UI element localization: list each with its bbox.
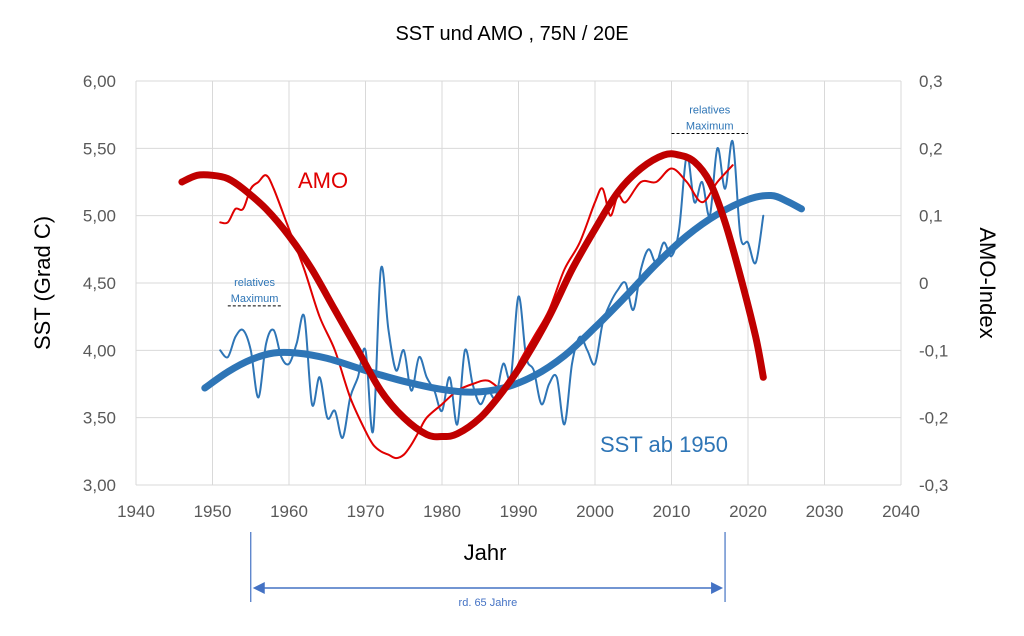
y-left-tick-label: 6,00 [83, 72, 116, 91]
y-axis-right-label: AMO-Index [975, 227, 1000, 338]
x-tick-label: 2020 [729, 502, 767, 521]
annotation-text: relatives [234, 277, 275, 289]
annotation-text: Maximum [686, 121, 734, 133]
tick-labels: 1940 1950 1960 1970 1980 1990 2000 2010 2020 2030… [83, 72, 948, 521]
annotations-layer: relatives Maximum relatives Maximum [227, 105, 748, 307]
amo-data-line [219, 164, 734, 460]
series-layer [178, 140, 805, 460]
y-right-tick-label: 0,1 [919, 207, 943, 226]
y-axis-left-label: SST (Grad C) [30, 216, 55, 350]
x-tick-label: 2030 [806, 502, 844, 521]
y-left-tick-label: 4,50 [83, 274, 116, 293]
x-tick-label: 1940 [117, 502, 155, 521]
x-tick-label: 2040 [882, 502, 920, 521]
y-left-tick-label: 5,00 [83, 207, 116, 226]
amo-trend-line [178, 150, 767, 441]
period-span: rd. 65 Jahre [250, 532, 726, 609]
y-right-tick-label: 0 [919, 274, 928, 293]
span-arrow-head-left [252, 582, 265, 594]
x-tick-label: 1980 [423, 502, 461, 521]
span-label: rd. 65 Jahre [459, 597, 518, 609]
y-right-tick-label: 0,3 [919, 72, 943, 91]
y-right-tick-label: -0,1 [919, 341, 948, 360]
y-left-tick-label: 4,00 [83, 341, 116, 360]
chart-title: SST und AMO , 75N / 20E [395, 23, 628, 45]
y-right-tick-label: 0,2 [919, 139, 943, 158]
x-axis-label: Jahr [464, 540, 507, 565]
y-right-tick-label: -0,2 [919, 409, 948, 428]
annotation-text: relatives [689, 105, 730, 117]
amo-series-label: AMO [298, 168, 348, 193]
grid-lines [135, 80, 902, 486]
x-tick-label: 1990 [500, 502, 538, 521]
y-left-tick-label: 3,00 [83, 476, 116, 495]
annotation-text: Maximum [231, 293, 279, 305]
sst-trend-line [201, 191, 805, 396]
x-tick-label: 1970 [347, 502, 385, 521]
x-tick-label: 1950 [194, 502, 232, 521]
x-tick-label: 1960 [270, 502, 308, 521]
span-arrow-head-right [711, 582, 724, 594]
y-left-tick-label: 3,50 [83, 409, 116, 428]
sst-series-label: SST ab 1950 [600, 432, 728, 457]
y-right-tick-label: -0,3 [919, 476, 948, 495]
x-tick-label: 2010 [653, 502, 691, 521]
x-tick-label: 2000 [576, 502, 614, 521]
y-left-tick-label: 5,50 [83, 139, 116, 158]
